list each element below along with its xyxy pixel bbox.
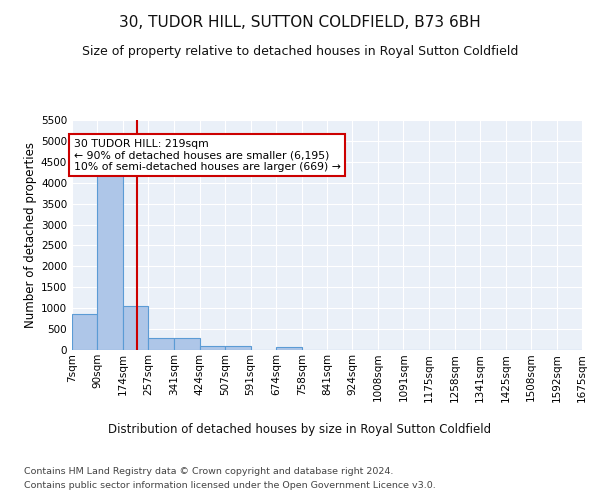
Text: Contains public sector information licensed under the Open Government Licence v3: Contains public sector information licen… (24, 481, 436, 490)
Bar (123, 306, 148, 350)
Bar (199, 346, 225, 350)
Y-axis label: Number of detached properties: Number of detached properties (24, 142, 37, 328)
Bar (97, 160, 123, 350)
Bar (174, 338, 199, 350)
Bar (276, 348, 302, 350)
Text: 30 TUDOR HILL: 219sqm
← 90% of detached houses are smaller (6,195)
10% of semi-d: 30 TUDOR HILL: 219sqm ← 90% of detached … (74, 139, 340, 172)
Bar (72, 314, 97, 350)
Text: Contains HM Land Registry data © Crown copyright and database right 2024.: Contains HM Land Registry data © Crown c… (24, 468, 394, 476)
Text: Distribution of detached houses by size in Royal Sutton Coldfield: Distribution of detached houses by size … (109, 422, 491, 436)
Text: Size of property relative to detached houses in Royal Sutton Coldfield: Size of property relative to detached ho… (82, 45, 518, 58)
Bar (225, 346, 251, 350)
Bar (148, 338, 174, 350)
Text: 30, TUDOR HILL, SUTTON COLDFIELD, B73 6BH: 30, TUDOR HILL, SUTTON COLDFIELD, B73 6B… (119, 15, 481, 30)
